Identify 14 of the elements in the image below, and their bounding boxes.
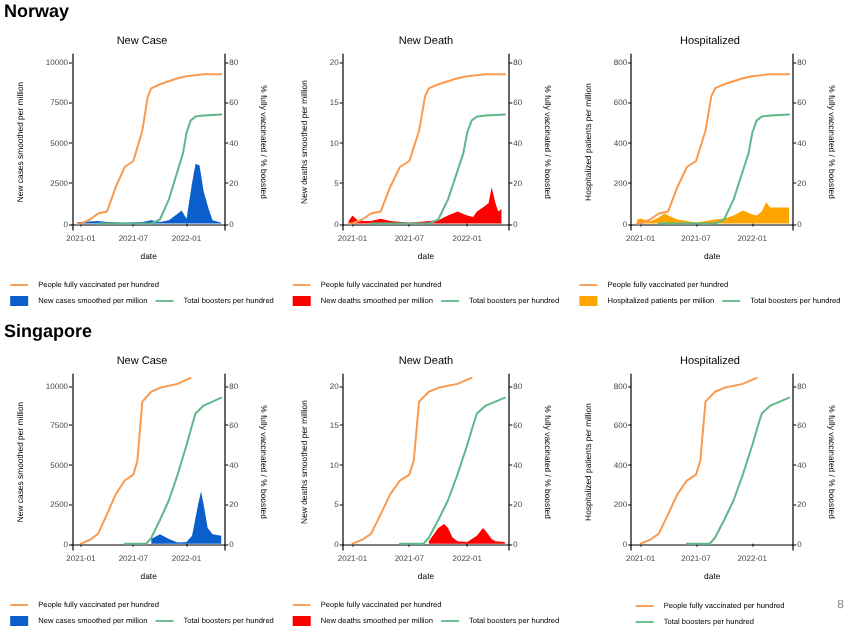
text: Norway: [4, 1, 70, 21]
line-series: [657, 113, 791, 225]
line-series: [635, 73, 791, 225]
text: Singapore: [4, 321, 93, 341]
line-series: [685, 396, 791, 545]
line-series: [123, 396, 223, 545]
line-series: [639, 376, 758, 545]
line-series: [76, 73, 223, 225]
line-series: [398, 396, 506, 545]
line-series: [97, 113, 223, 225]
line-series: [347, 73, 506, 225]
line-series: [80, 376, 192, 545]
line-series: [369, 113, 506, 225]
line-series: [351, 376, 473, 545]
